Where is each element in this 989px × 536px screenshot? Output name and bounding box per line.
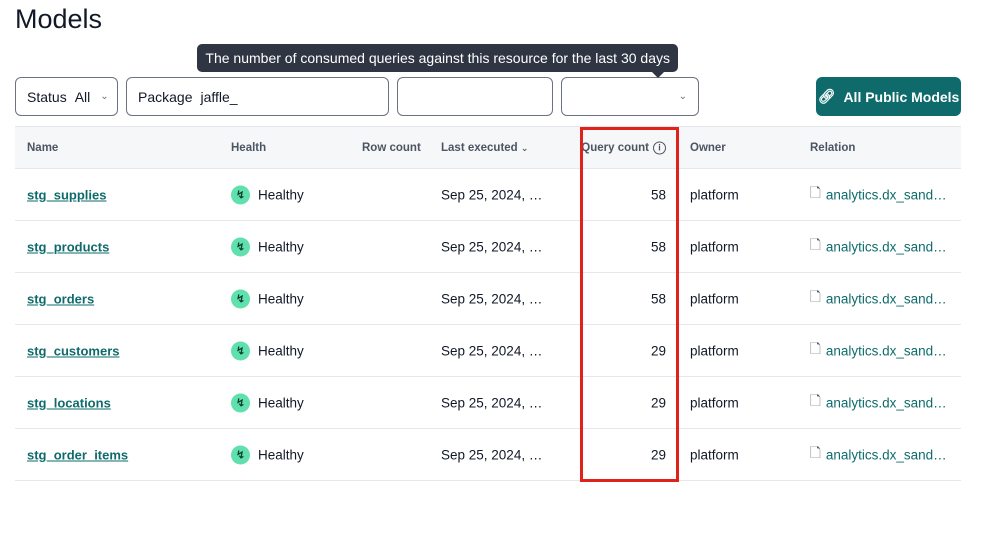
health-pulse-icon: ↯ [231,393,250,412]
table-row[interactable]: stg_customers ↯ Healthy Sep 25, 2024, … 2… [15,325,961,377]
col-relation[interactable]: Relation [810,141,856,154]
link-icon: 🔗︎ [817,88,836,104]
col-label: Query count [581,141,649,154]
col-owner[interactable]: Owner [690,141,726,154]
col-query-count[interactable]: Query count i [581,141,666,154]
filter-value: jaffle_ [200,88,238,105]
health-pulse-icon: ↯ [231,185,250,204]
health-pulse-icon: ↯ [231,289,250,308]
col-row-count[interactable]: Row count [362,141,421,154]
filter-4[interactable]: ⌄ [561,77,699,116]
col-label: Last executed [441,141,518,154]
file-icon: 🗋︎ [810,393,821,408]
owner: platform [690,239,739,254]
health-label: Healthy [258,239,304,254]
file-icon: 🗋︎ [810,289,821,304]
model-name-link[interactable]: stg_orders [27,291,95,306]
table-row[interactable]: stg_orders ↯ Healthy Sep 25, 2024, … 58 p… [15,273,961,325]
health-label: Healthy [258,447,304,462]
relation-text: analytics.dx_sand… [825,395,947,410]
owner: platform [690,395,739,410]
last-executed: Sep 25, 2024, … [441,447,543,462]
page-title: Models [15,4,103,34]
last-executed: Sep 25, 2024, … [441,239,543,254]
model-name-link[interactable]: stg_locations [27,395,111,410]
last-executed: Sep 25, 2024, … [441,343,543,358]
button-label: All Public Models [843,88,960,105]
chevron-down-icon: ⌄ [520,142,529,153]
highlight-box [580,127,679,482]
query-count: 58 [650,239,666,254]
relation-link[interactable]: 🗋︎ analytics.dx_sand… [810,183,947,206]
health-pulse-icon: ↯ [231,445,250,464]
model-name-link[interactable]: stg_products [27,239,110,254]
health-cell: ↯ Healthy [231,185,304,204]
file-icon: 🗋︎ [810,237,821,252]
all-public-models-button[interactable]: 🔗︎ All Public Models [816,77,961,116]
table-row[interactable]: stg_products ↯ Healthy Sep 25, 2024, … 58… [15,221,961,273]
health-label: Healthy [258,395,304,410]
chevron-down-icon: ⌄ [678,91,687,102]
filter-value: All [74,88,91,105]
query-count: 58 [650,187,666,202]
relation-link[interactable]: 🗋︎ analytics.dx_sand… [810,391,947,414]
relation-link[interactable]: 🗋︎ analytics.dx_sand… [810,287,947,310]
query-count: 29 [650,447,666,462]
health-cell: ↯ Healthy [231,237,304,256]
table-row[interactable]: stg_locations ↯ Healthy Sep 25, 2024, … 2… [15,377,961,429]
query-count: 29 [650,343,666,358]
table-row[interactable]: stg_supplies ↯ Healthy Sep 25, 2024, … 58… [15,169,961,221]
status-filter[interactable]: Status All ⌄ [15,77,118,116]
filter-3[interactable] [397,77,553,116]
query-count: 29 [650,395,666,410]
relation-text: analytics.dx_sand… [825,447,947,462]
info-icon[interactable]: i [653,141,666,154]
last-executed: Sep 25, 2024, … [441,395,543,410]
health-pulse-icon: ↯ [231,237,250,256]
owner: platform [690,343,739,358]
owner: platform [690,187,739,202]
col-last-executed[interactable]: Last executed ⌄ [441,142,528,154]
model-name-link[interactable]: stg_order_items [27,447,129,462]
owner: platform [690,291,739,306]
relation-text: analytics.dx_sand… [825,239,947,254]
health-cell: ↯ Healthy [231,445,304,464]
relation-link[interactable]: 🗋︎ analytics.dx_sand… [810,235,947,258]
health-cell: ↯ Healthy [231,393,304,412]
health-pulse-icon: ↯ [231,341,250,360]
package-filter[interactable]: Package jaffle_ [126,77,389,116]
owner: platform [690,447,739,462]
chevron-down-icon: ⌄ [100,91,109,102]
health-label: Healthy [258,187,304,202]
last-executed: Sep 25, 2024, … [441,291,543,306]
query-count-tooltip: The number of consumed queries against t… [197,44,678,78]
filter-label: Package [138,88,193,105]
relation-link[interactable]: 🗋︎ analytics.dx_sand… [810,443,947,466]
health-cell: ↯ Healthy [231,289,304,308]
relation-link[interactable]: 🗋︎ analytics.dx_sand… [810,339,947,362]
model-name-link[interactable]: stg_supplies [27,187,107,202]
relation-text: analytics.dx_sand… [825,343,947,358]
col-health[interactable]: Health [231,141,267,154]
file-icon: 🗋︎ [810,185,821,200]
file-icon: 🗋︎ [810,341,821,356]
health-cell: ↯ Healthy [231,341,304,360]
table-row[interactable]: stg_order_items ↯ Healthy Sep 25, 2024, …… [15,429,961,481]
last-executed: Sep 25, 2024, … [441,187,543,202]
query-count: 58 [650,291,666,306]
filter-label: Status [27,88,67,105]
relation-text: analytics.dx_sand… [825,187,947,202]
health-label: Healthy [258,291,304,306]
health-label: Healthy [258,343,304,358]
relation-text: analytics.dx_sand… [825,291,947,306]
table-header: Name Health Row count Last executed ⌄ Qu… [15,126,961,169]
models-table: Name Health Row count Last executed ⌄ Qu… [15,126,961,481]
model-name-link[interactable]: stg_customers [27,343,120,358]
col-name[interactable]: Name [27,141,59,154]
file-icon: 🗋︎ [810,445,821,460]
